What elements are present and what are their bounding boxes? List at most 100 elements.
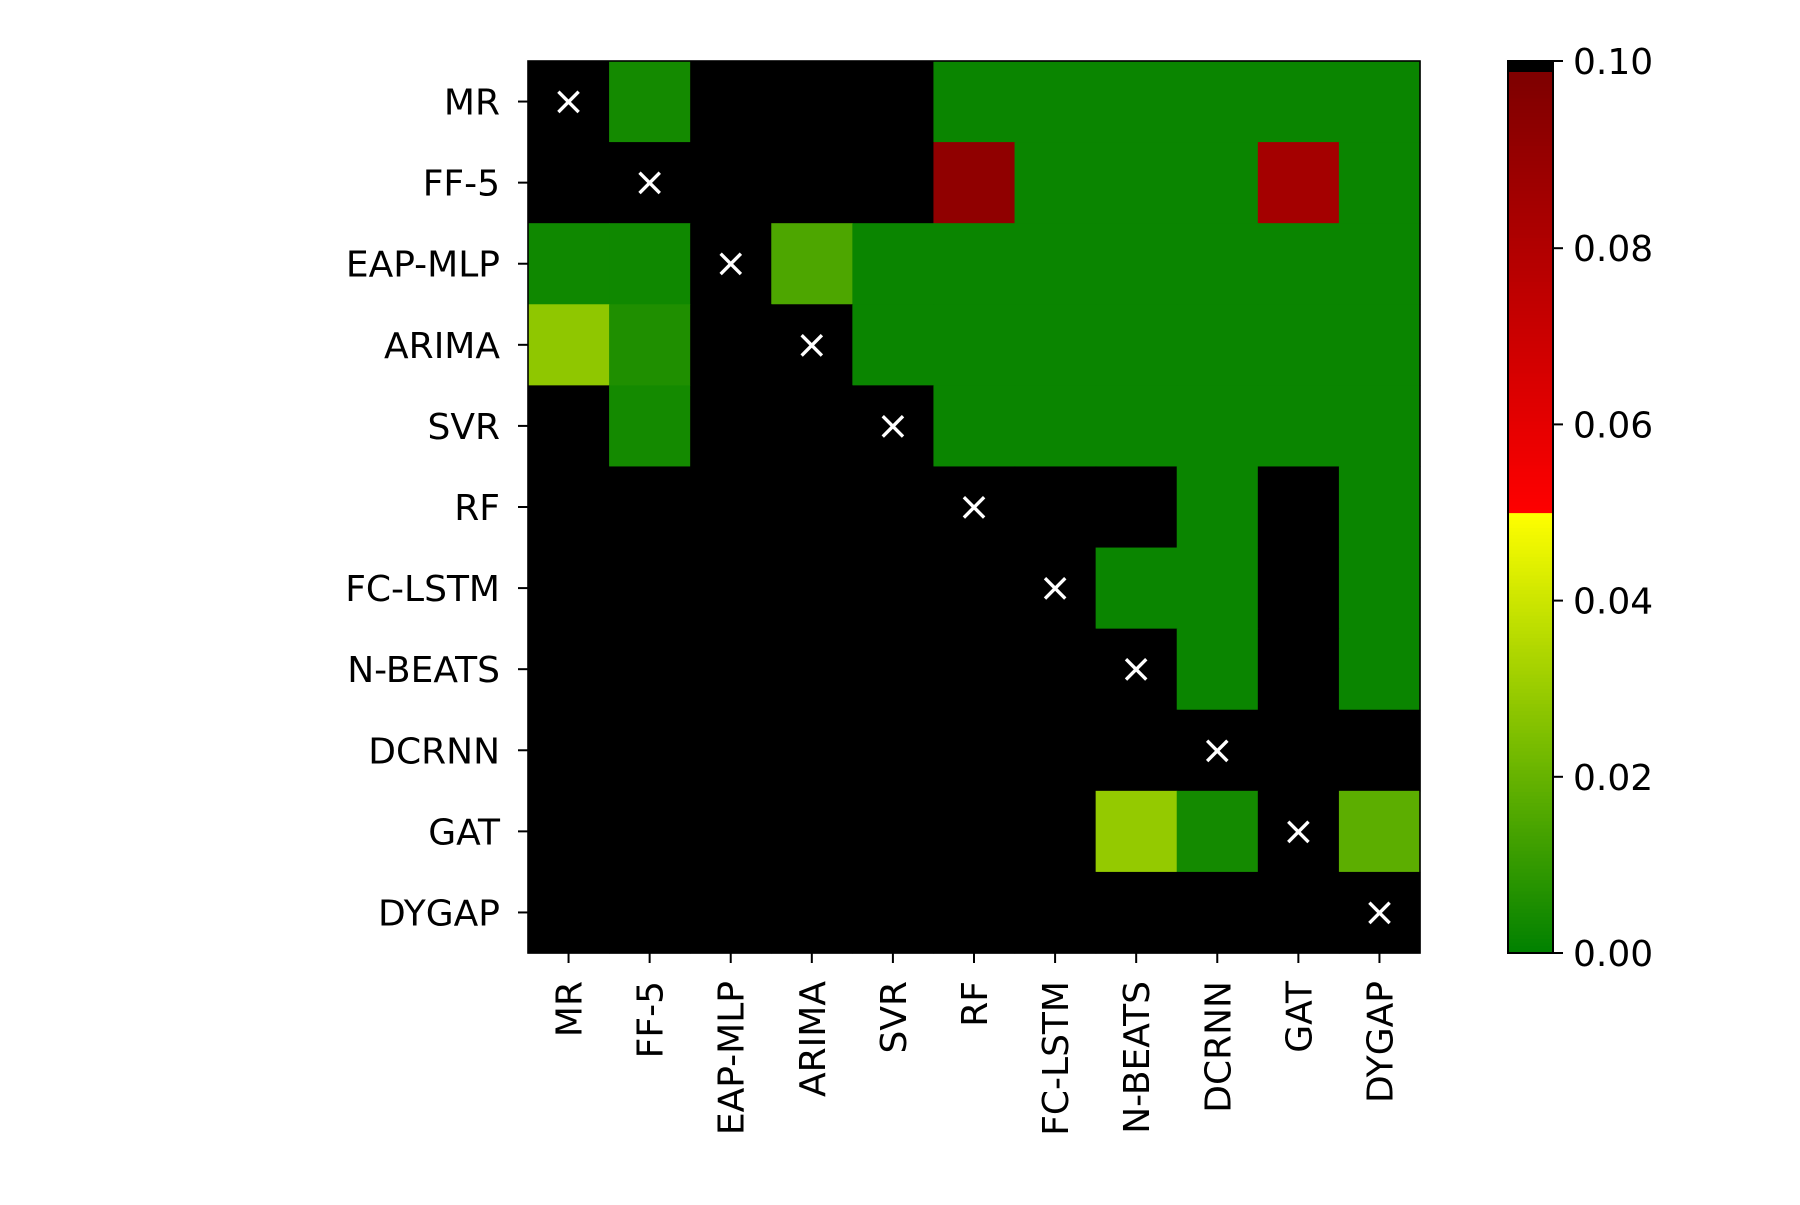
colorbar-segment [1508,853,1553,859]
colorbar-segment [1508,820,1553,826]
colorbar-segment [1508,72,1553,77]
heatmap-cell [933,547,1016,630]
heatmap-cell [852,628,935,711]
colorbar-segment [1508,699,1553,704]
heatmap-cell [609,61,691,143]
heatmap-cell [1257,871,1340,954]
heatmap-cell [609,628,691,711]
colorbar-segment [1508,905,1553,910]
colorbar-segment [1508,127,1553,132]
colorbar-segment [1508,244,1553,249]
y-tick-label: RF [454,488,500,529]
colorbar-segment [1508,189,1553,194]
heatmap-cell [1014,466,1097,549]
colorbar-segment [1508,439,1553,444]
colorbar-segment [1508,376,1553,381]
colorbar-segment [1508,156,1553,161]
heatmap-cell [690,547,772,630]
colorbar-segment [1508,930,1553,936]
heatmap-cell [1257,223,1340,305]
colorbar-segment [1508,651,1553,657]
colorbar-segment [1508,864,1553,870]
heatmap-cell [528,466,610,549]
colorbar-segment [1508,718,1553,723]
colorbar-frame [1507,60,1554,954]
colorbar-segment [1508,369,1553,374]
heatmap-cell [771,223,853,305]
colorbar-segment [1508,347,1553,352]
colorbar-segment [1508,945,1553,950]
colorbar-segment [1508,644,1553,649]
colorbar-segment [1508,894,1553,899]
heatmap-cell [1176,871,1259,954]
colorbar-segment [1508,398,1553,403]
heatmap-cell [609,142,691,224]
heatmap-cell [1338,628,1421,711]
colorbar-segment [1508,288,1553,293]
heatmap-cell [690,790,772,873]
colorbar-segment [1508,604,1553,609]
heatmap-cell [933,709,1016,792]
y-tick-label: DCRNN [368,731,500,772]
colorbar-segment [1508,835,1553,840]
colorbar-segment [1508,266,1553,271]
colorbar-segment [1508,875,1553,881]
colorbar-segment [1508,160,1553,165]
colorbar-segment [1508,567,1553,572]
colorbar-segment [1508,589,1553,594]
colorbar-segment [1508,897,1553,903]
heatmap-cell [528,547,610,630]
colorbar-segment [1508,527,1553,532]
colorbar-segment [1508,611,1553,616]
heatmap-cell [1257,385,1340,468]
colorbar-segment [1508,850,1553,855]
colorbar-segment [1508,248,1553,253]
colorbar-tick-label: 0.10 [1573,42,1653,83]
colorbar-segment [1508,178,1553,183]
colorbar-segment [1508,938,1553,943]
y-tick-label: FF-5 [423,164,500,205]
colorbar-segment [1508,336,1553,341]
colorbar-segment [1508,729,1553,734]
colorbar-segment [1508,883,1553,888]
diagonal-marker: × [633,160,667,206]
colorbar-segment [1508,303,1553,308]
colorbar-segment [1508,350,1553,356]
heatmap-cell [609,871,691,954]
diagonal-marker: × [876,403,910,449]
heatmap-cell [1257,304,1340,386]
heatmap-cell [771,547,853,630]
heatmap-cell [528,304,610,386]
heatmap-cell [1257,142,1340,224]
colorbar-segment [1508,229,1553,235]
heatmap-cell [528,628,610,711]
colorbar-segment [1508,556,1553,561]
heatmap-cell [1176,547,1259,630]
heatmap-cell [1176,466,1259,549]
colorbar-segment [1508,317,1553,323]
heatmap-cell [933,223,1016,305]
heatmap-cell [528,385,610,468]
colorbar-segment [1508,299,1553,304]
colorbar-segment [1508,152,1553,158]
heatmap-cell [771,142,853,224]
colorbar-segment [1508,310,1553,315]
colorbar-segment [1508,435,1553,440]
colorbar-segment [1508,776,1553,782]
colorbar-segment [1508,402,1553,407]
heatmap-cell [1014,61,1097,143]
colorbar-segment [1508,762,1553,767]
heatmap-cell [1338,709,1421,792]
heatmap-cell [852,223,935,305]
heatmap-cell [933,142,1016,224]
colorbar-segment [1508,534,1553,539]
colorbar-segment [1508,83,1553,88]
colorbar-segment [1508,450,1553,455]
colorbar-segment [1508,629,1553,635]
colorbar-segment [1508,281,1553,286]
heatmap-cell [1095,61,1178,143]
colorbar-segment [1508,119,1553,124]
y-tick-label: DYGAP [378,893,500,934]
colorbar-segment [1508,740,1553,745]
colorbar-segment [1508,215,1553,220]
